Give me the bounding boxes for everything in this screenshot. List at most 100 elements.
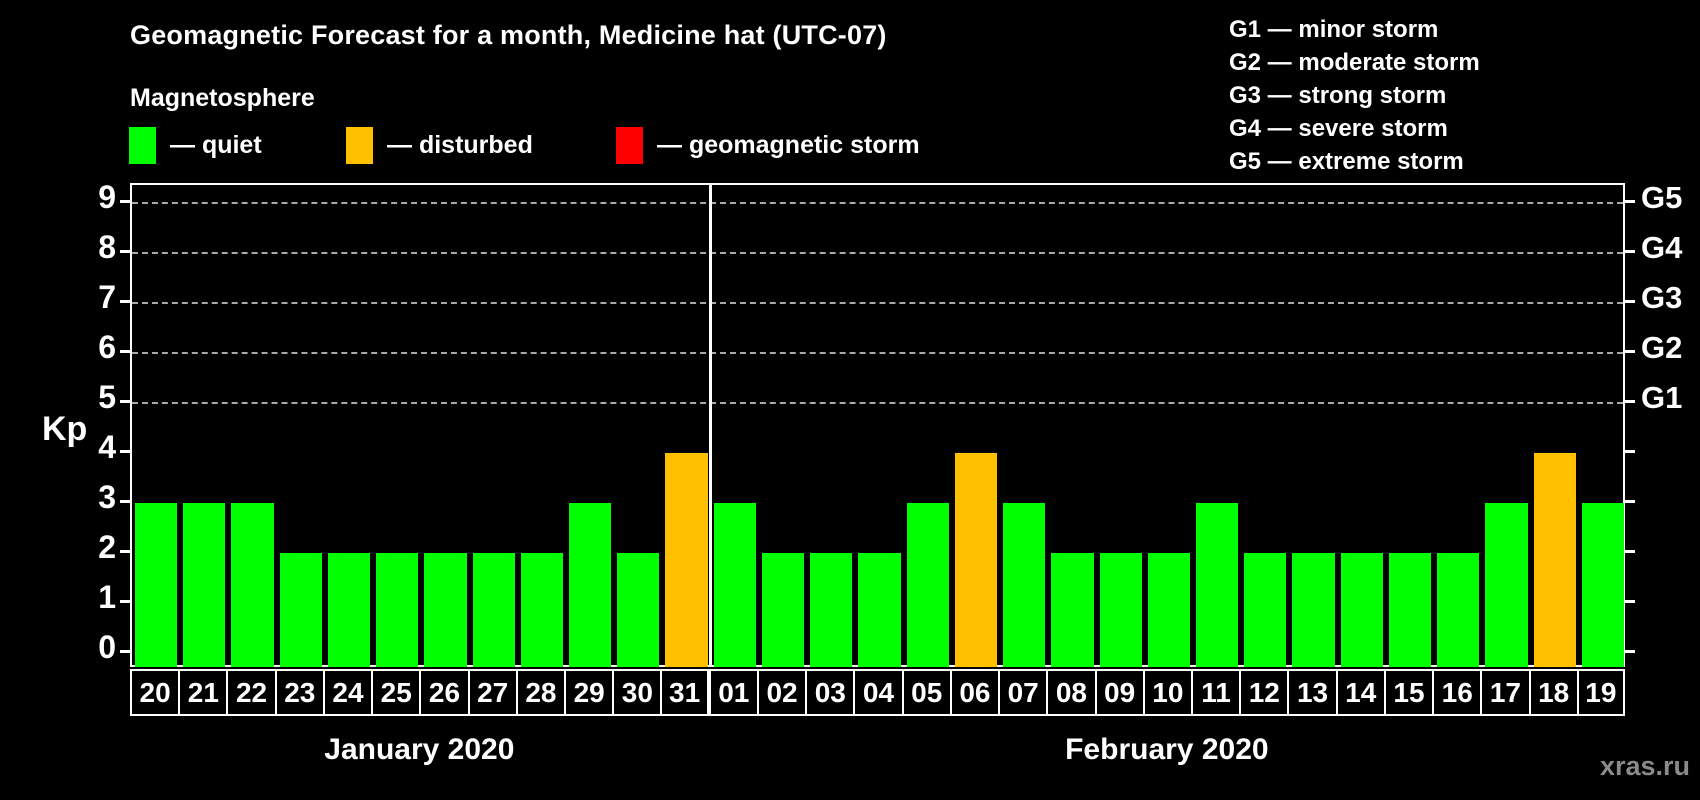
left-tick-kp2 bbox=[120, 549, 130, 553]
gridline-kp6 bbox=[132, 352, 1623, 354]
day-label-30: 30 bbox=[612, 669, 663, 716]
day-label-01: 01 bbox=[708, 669, 759, 716]
day-label-02: 02 bbox=[756, 669, 808, 716]
left-tick-kp7 bbox=[120, 299, 130, 303]
day-label-19: 19 bbox=[1576, 669, 1625, 716]
g2-legend-line: G2 — moderate storm bbox=[1229, 49, 1480, 76]
g1-legend-line: G1 — minor storm bbox=[1229, 16, 1439, 43]
kp-bar-day-01 bbox=[713, 503, 756, 667]
kp-bar-day-24 bbox=[327, 553, 371, 667]
day-label-13: 13 bbox=[1287, 669, 1338, 716]
right-tick-kp3 bbox=[1625, 499, 1635, 503]
day-label-08: 08 bbox=[1046, 669, 1097, 716]
g-scale-label-g4: G4 bbox=[1641, 230, 1683, 265]
day-label-03: 03 bbox=[805, 669, 856, 716]
day-label-07: 07 bbox=[998, 669, 1049, 716]
day-label-23: 23 bbox=[274, 669, 325, 716]
legend-item-storm: — geomagnetic storm bbox=[616, 126, 920, 164]
legend-label-quiet: — quiet bbox=[170, 130, 262, 159]
day-axis: 20 21 22 23 24 25 26 27 28 29 30 31 01 02 03 04 05 06 07 08… bbox=[130, 669, 1625, 716]
day-label-17: 17 bbox=[1480, 669, 1531, 716]
kp-bar-day-18 bbox=[1533, 453, 1576, 667]
page-title: Geomagnetic Forecast for a month, Medici… bbox=[130, 20, 887, 50]
kp-bar-day-07 bbox=[1003, 503, 1046, 667]
kp-bar-day-04 bbox=[858, 553, 901, 667]
left-tick-kp1 bbox=[120, 599, 130, 603]
day-label-04: 04 bbox=[853, 669, 904, 716]
kp-bar-day-08 bbox=[1051, 553, 1094, 667]
kp-bar-day-28 bbox=[520, 553, 564, 667]
day-label-25: 25 bbox=[371, 669, 422, 716]
kp-bar-day-31 bbox=[665, 453, 708, 667]
gridline-kp7 bbox=[132, 302, 1623, 304]
kp-bar-day-14 bbox=[1340, 553, 1383, 667]
kp-tick-label-8: 8 bbox=[98, 229, 116, 265]
day-label-16: 16 bbox=[1432, 669, 1483, 716]
right-tick-kp4 bbox=[1625, 449, 1635, 453]
storm-scale-legend: G1 — minor storm G2 — moderate storm G3 … bbox=[1229, 13, 1480, 178]
day-label-11: 11 bbox=[1190, 669, 1242, 716]
gridline-kp8 bbox=[132, 252, 1623, 254]
kp-bar-day-22 bbox=[231, 503, 274, 667]
kp-bar-day-03 bbox=[810, 553, 853, 667]
day-label-10: 10 bbox=[1142, 669, 1193, 716]
kp-tick-label-0: 0 bbox=[98, 629, 116, 665]
kp-bar-day-26 bbox=[424, 553, 467, 667]
kp-bar-day-09 bbox=[1099, 553, 1142, 667]
legend-item-disturbed: — disturbed bbox=[346, 126, 533, 164]
day-label-15: 15 bbox=[1383, 669, 1435, 716]
kp-bar-day-02 bbox=[761, 553, 805, 667]
quiet-swatch-icon bbox=[129, 126, 156, 164]
day-label-09: 09 bbox=[1094, 669, 1145, 716]
kp-bar-day-11 bbox=[1195, 503, 1239, 667]
legend-label-storm: — geomagnetic storm bbox=[657, 130, 920, 159]
left-tick-kp3 bbox=[120, 499, 130, 503]
left-tick-kp4 bbox=[120, 449, 130, 453]
day-label-26: 26 bbox=[419, 669, 470, 716]
month-label: February 2020 bbox=[1065, 733, 1269, 766]
left-tick-kp9 bbox=[120, 199, 130, 203]
day-label-06: 06 bbox=[949, 669, 1001, 716]
right-tick-kp6 bbox=[1625, 349, 1635, 353]
day-label-12: 12 bbox=[1239, 669, 1290, 716]
kp-bar-day-16 bbox=[1437, 553, 1480, 667]
month-separator-line bbox=[709, 185, 713, 665]
day-label-28: 28 bbox=[515, 669, 567, 716]
watermark: xras.ru bbox=[1599, 751, 1690, 781]
disturbed-swatch-icon bbox=[346, 126, 373, 164]
kp-tick-label-5: 5 bbox=[98, 379, 116, 415]
kp-bar-day-30 bbox=[617, 553, 660, 667]
right-tick-kp2 bbox=[1625, 549, 1635, 553]
left-tick-kp8 bbox=[120, 249, 130, 253]
day-label-20: 20 bbox=[130, 669, 181, 716]
legend-label-disturbed: — disturbed bbox=[387, 130, 533, 159]
kp-tick-label-6: 6 bbox=[98, 329, 116, 365]
day-label-18: 18 bbox=[1528, 669, 1579, 716]
kp-bar-day-23 bbox=[279, 553, 322, 667]
kp-axis-label: Kp bbox=[42, 410, 88, 448]
day-label-14: 14 bbox=[1335, 669, 1386, 716]
right-tick-kp1 bbox=[1625, 599, 1635, 603]
right-tick-kp0 bbox=[1625, 649, 1635, 653]
month-label: January 2020 bbox=[324, 733, 515, 766]
kp-bar-day-05 bbox=[906, 503, 949, 667]
kp-tick-label-7: 7 bbox=[98, 279, 116, 315]
kp-bar-day-06 bbox=[954, 453, 998, 667]
storm-swatch-icon bbox=[616, 126, 643, 164]
kp-bar-day-27 bbox=[472, 553, 515, 667]
right-tick-kp5 bbox=[1625, 399, 1635, 403]
plot-area bbox=[130, 183, 1625, 667]
gridline-kp5 bbox=[132, 402, 1623, 404]
legend-item-quiet: — quiet bbox=[129, 126, 262, 164]
kp-bar-day-29 bbox=[569, 503, 612, 667]
kp-tick-label-3: 3 bbox=[98, 479, 116, 515]
day-label-29: 29 bbox=[564, 669, 615, 716]
day-label-27: 27 bbox=[467, 669, 518, 716]
g-scale-label-g3: G3 bbox=[1641, 280, 1683, 315]
left-tick-kp0 bbox=[120, 649, 130, 653]
kp-tick-label-2: 2 bbox=[98, 529, 116, 565]
right-tick-kp8 bbox=[1625, 249, 1635, 253]
g-scale-label-g1: G1 bbox=[1641, 380, 1683, 415]
kp-bar-day-17 bbox=[1485, 503, 1528, 667]
